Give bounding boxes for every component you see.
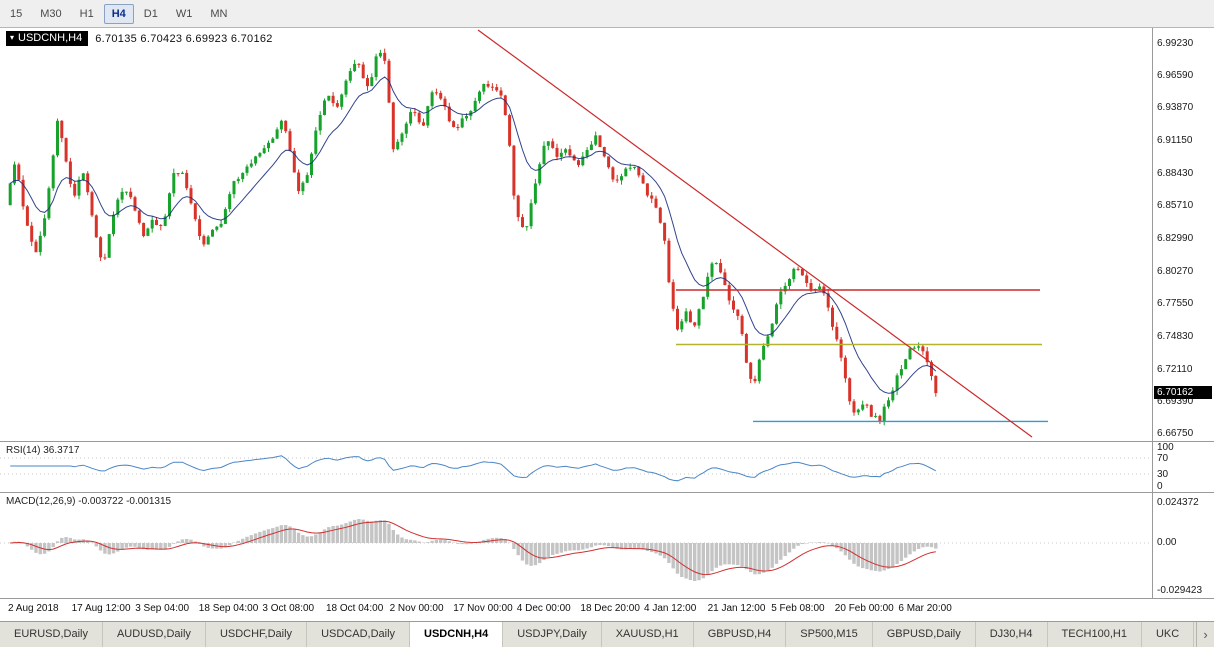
price-chart-canvas[interactable]	[0, 28, 1152, 441]
timeframe-button-15[interactable]: 15	[10, 7, 23, 20]
rsi-axis-label: 30	[1157, 469, 1169, 480]
price-axis-label: 6.96590	[1157, 69, 1194, 81]
price-axis-label: 6.74830	[1157, 330, 1194, 342]
price-chart-panel: ▾ USDCNH,H4 6.70135 6.70423 6.69923 6.701…	[0, 28, 1214, 441]
price-axis-label: 6.85710	[1157, 200, 1194, 212]
rsi-axis: 100 70 30 0	[1152, 442, 1214, 492]
time-axis-label: 17 Nov 00:00	[453, 603, 513, 614]
time-axis-label: 18 Dec 20:00	[580, 603, 640, 614]
time-axis-label: 5 Feb 08:00	[771, 603, 825, 614]
rsi-axis-label: 70	[1157, 453, 1169, 464]
price-axis-label: 6.80270	[1157, 265, 1194, 277]
price-axis-label: 6.88430	[1157, 167, 1194, 179]
timeframe-button-w1[interactable]: W1	[175, 7, 193, 20]
time-axis-label: 3 Oct 08:00	[262, 603, 315, 614]
tab-usdjpy-daily[interactable]: USDJPY,Daily	[503, 622, 602, 647]
macd-label: MACD(12,26,9) -0.003722 -0.001315	[6, 496, 172, 507]
macd-axis-label: 0.00	[1157, 537, 1177, 548]
tab-usdcnh-h4[interactable]: USDCNH,H4	[410, 622, 504, 647]
time-axis-label: 3 Sep 04:00	[135, 603, 190, 614]
price-axis-label: 6.93870	[1157, 102, 1194, 114]
price-axis-label: 6.82990	[1157, 232, 1194, 244]
time-axis-label: 20 Feb 00:00	[834, 603, 894, 614]
rsi-axis-label: 0	[1157, 481, 1163, 492]
timeframe-button-d1[interactable]: D1	[143, 7, 158, 20]
time-axis-label: 21 Jan 12:00	[707, 603, 766, 614]
chart-tab-bar: EURUSD,Daily AUDUSD,Daily USDCHF,Daily USDC…	[0, 621, 1214, 647]
time-axis-label: 17 Aug 12:00	[71, 603, 131, 614]
rsi-label: RSI(14) 36.3717	[6, 445, 80, 456]
macd-indicator-panel: MACD(12,26,9) -0.003722 -0.001315 0.0243…	[0, 492, 1214, 598]
timeframe-button-h4[interactable]: H4	[103, 3, 134, 24]
tab-xauusd-h1[interactable]: XAUUSD,H1	[602, 622, 694, 647]
time-axis-label: 4 Dec 00:00	[516, 603, 571, 614]
rsi-axis-label: 100	[1157, 442, 1174, 453]
symbol-name: ▾ USDCNH,H4	[6, 31, 89, 46]
timeframe-button-h1[interactable]: H1	[79, 7, 94, 20]
ohlc-values: 6.70135 6.70423 6.69923 6.70162	[95, 32, 273, 45]
time-axis-label: 6 Mar 20:00	[898, 603, 952, 614]
tab-usdchf-daily[interactable]: USDCHF,Daily	[206, 622, 308, 647]
rsi-chart-canvas[interactable]	[0, 442, 1152, 492]
rsi-indicator-panel: RSI(14) 36.3717 100 70 30 0	[0, 441, 1214, 492]
tab-scroll-right-button[interactable]: ›	[1196, 622, 1214, 647]
tab-sp500-m15[interactable]: SP500,M15	[786, 622, 873, 647]
timeframe-button-mn[interactable]: MN	[210, 7, 228, 20]
time-axis-label: 18 Sep 04:00	[198, 603, 259, 614]
tab-audusd-daily[interactable]: AUDUSD,Daily	[103, 622, 206, 647]
price-axis-label: 6.69390	[1157, 396, 1194, 408]
macd-chart-canvas[interactable]	[0, 493, 1152, 598]
macd-axis: 0.024372 0.00 -0.029423	[1152, 493, 1214, 598]
time-axis-label: 2 Nov 00:00	[389, 603, 444, 614]
tab-dj30-h4[interactable]: DJ30,H4	[976, 622, 1048, 647]
collapse-arrow-icon[interactable]: ▾	[10, 33, 15, 42]
time-axis: 2 Aug 2018 17 Aug 12:00 3 Sep 04:00 18 Sep …	[0, 598, 1214, 621]
price-axis-label: 6.77550	[1157, 298, 1194, 310]
symbol-label: USDCNH,H4	[18, 32, 83, 44]
price-axis-label: 6.72110	[1157, 363, 1193, 375]
tab-gbpusd-h4[interactable]: GBPUSD,H4	[694, 622, 787, 647]
chart-symbol-strip: ▾ USDCNH,H4 6.70135 6.70423 6.69923 6.701…	[6, 31, 273, 46]
tab-gbpusd-daily[interactable]: GBPUSD,Daily	[873, 622, 976, 647]
time-axis-label: 18 Oct 04:00	[326, 603, 384, 614]
timeframe-toolbar: 15 M30 H1 H4 D1 W1 MN	[0, 0, 1214, 28]
macd-axis-label: -0.029423	[1157, 585, 1203, 596]
timeframe-button-m30[interactable]: M30	[40, 7, 62, 20]
price-axis-label: 6.91150	[1157, 135, 1193, 147]
price-axis: 6.99230 6.96590 6.93870 6.91150 6.88430 6.857…	[1152, 28, 1214, 441]
tab-eurusd-daily[interactable]: EURUSD,Daily	[0, 622, 103, 647]
price-axis-label: 6.99230	[1157, 38, 1194, 49]
tab-usdcad-daily[interactable]: USDCAD,Daily	[307, 622, 411, 647]
macd-axis-label: 0.024372	[1157, 497, 1199, 508]
time-axis-label: 4 Jan 12:00	[644, 603, 697, 614]
price-axis-label: 6.66750	[1157, 427, 1194, 439]
tab-ukc[interactable]: UKC	[1142, 622, 1195, 647]
time-axis-label: 2 Aug 2018	[8, 603, 59, 614]
tab-tech100-h1[interactable]: TECH100,H1	[1048, 622, 1142, 647]
current-price-badge: 6.70162	[1154, 386, 1212, 400]
